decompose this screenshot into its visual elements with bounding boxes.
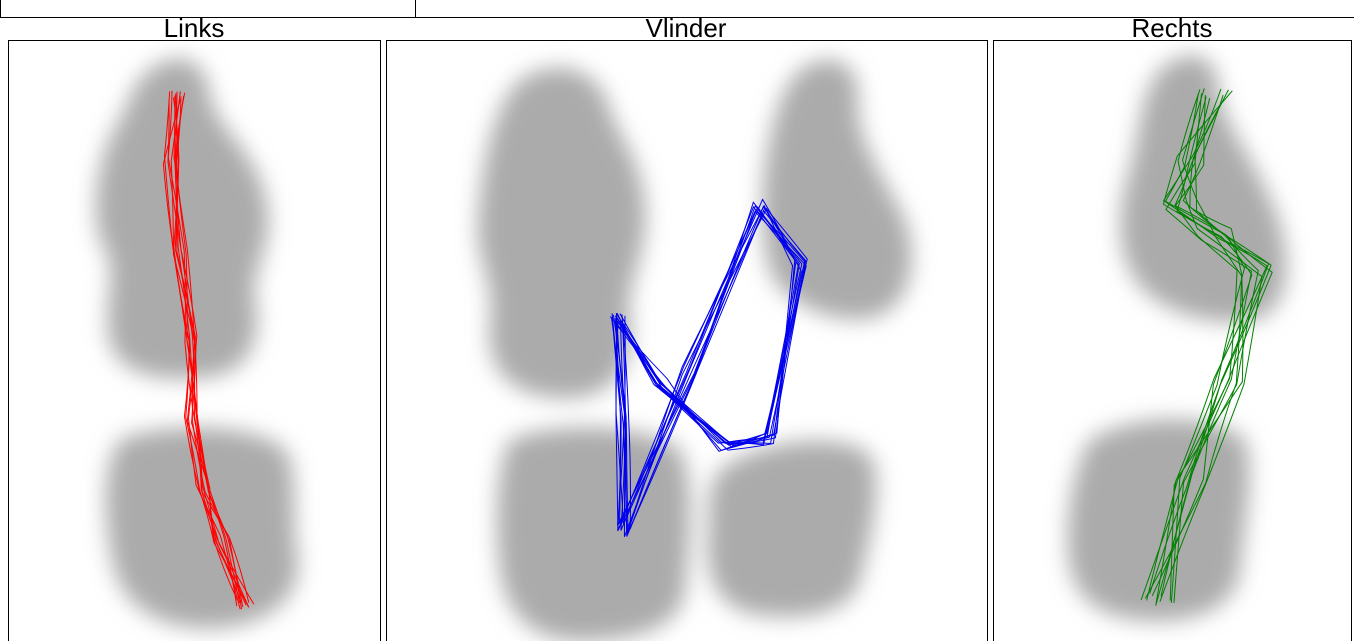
shape xyxy=(497,428,690,641)
panel-title: Links xyxy=(164,13,225,43)
page: {"panels": [{"title": "Links"}, {"title"… xyxy=(0,0,1354,641)
figure: Links Vlinder Rechts xyxy=(0,0,1354,641)
panel-title: Rechts xyxy=(1132,13,1213,43)
shape xyxy=(106,428,298,628)
shape xyxy=(708,441,877,617)
panel-title: Vlinder xyxy=(646,13,727,43)
